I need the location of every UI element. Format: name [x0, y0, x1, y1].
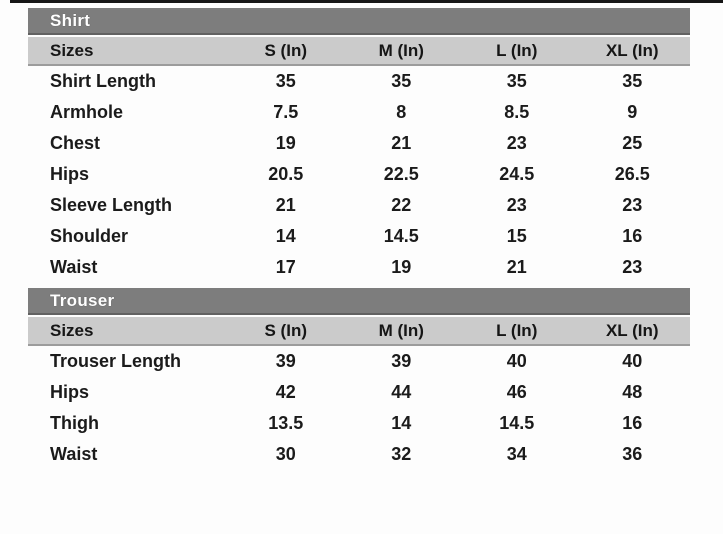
value-cell: 24.5 [499, 164, 535, 184]
value-cell: 34 [506, 444, 527, 464]
table-row-trouser-length: Trouser Length 39 39 40 40 [28, 346, 690, 377]
column-header-m: M (In) [378, 321, 424, 340]
table-row-chest: Chest 19 21 23 25 [28, 128, 690, 159]
shirt-section: Shirt Sizes S (In) M (In) L (In) XL (In)… [28, 8, 690, 283]
row-label: Armhole [50, 102, 124, 122]
value-cell: 23 [622, 257, 643, 277]
value-cell: 20.5 [268, 164, 304, 184]
value-cell: 35 [622, 71, 643, 91]
value-cell: 35 [391, 71, 412, 91]
column-header-xl: XL (In) [605, 41, 659, 60]
column-header-sizes: Sizes [50, 321, 94, 340]
table-row-shirt-hips: Hips 20.5 22.5 24.5 26.5 [28, 159, 690, 190]
top-border-line [10, 0, 723, 3]
table-row-trouser-hips: Hips 42 44 46 48 [28, 377, 690, 408]
value-cell: 16 [622, 413, 643, 433]
value-cell: 9 [627, 102, 638, 122]
table-row-shoulder: Shoulder 14 14.5 15 16 [28, 221, 690, 252]
value-cell: 25 [622, 133, 643, 153]
value-cell: 21 [506, 257, 527, 277]
shirt-section-header: Shirt [28, 8, 690, 35]
column-header-xl: XL (In) [605, 321, 659, 340]
column-header-s: S (In) [264, 41, 308, 60]
value-cell: 22 [391, 195, 412, 215]
column-header-l: L (In) [496, 321, 538, 340]
row-label: Hips [50, 382, 90, 402]
value-cell: 40 [622, 351, 643, 371]
trouser-section-title: Trouser [50, 291, 115, 310]
column-header-s: S (In) [264, 321, 308, 340]
value-cell: 44 [391, 382, 412, 402]
row-label: Trouser Length [50, 351, 182, 371]
value-cell: 13.5 [268, 413, 304, 433]
value-cell: 19 [391, 257, 412, 277]
value-cell: 35 [275, 71, 296, 91]
row-label: Waist [50, 257, 98, 277]
value-cell: 21 [275, 195, 296, 215]
value-cell: 8 [396, 102, 407, 122]
value-cell: 46 [506, 382, 527, 402]
table-row-shirt-length: Shirt Length 35 35 35 35 [28, 66, 690, 97]
shirt-column-header-row: Sizes S (In) M (In) L (In) XL (In) [28, 37, 690, 66]
value-cell: 32 [391, 444, 412, 464]
value-cell: 42 [275, 382, 296, 402]
row-label: Shoulder [50, 226, 129, 246]
value-cell: 14.5 [383, 226, 419, 246]
row-label: Sleeve Length [50, 195, 173, 215]
value-cell: 7.5 [273, 102, 299, 122]
trouser-section-header: Trouser [28, 288, 690, 315]
value-cell: 30 [275, 444, 296, 464]
value-cell: 35 [506, 71, 527, 91]
trouser-section: Trouser Sizes S (In) M (In) L (In) XL (I… [28, 288, 690, 470]
row-label: Hips [50, 164, 90, 184]
value-cell: 48 [622, 382, 643, 402]
table-row-armhole: Armhole 7.5 8 8.5 9 [28, 97, 690, 128]
value-cell: 23 [506, 195, 527, 215]
value-cell: 14.5 [499, 413, 535, 433]
trouser-column-header-row: Sizes S (In) M (In) L (In) XL (In) [28, 317, 690, 346]
shirt-section-title: Shirt [50, 11, 91, 30]
value-cell: 21 [391, 133, 412, 153]
row-label: Chest [50, 133, 101, 153]
value-cell: 39 [275, 351, 296, 371]
value-cell: 14 [275, 226, 296, 246]
row-label: Shirt Length [50, 71, 156, 91]
column-header-l: L (In) [496, 41, 538, 60]
value-cell: 8.5 [504, 102, 530, 122]
value-cell: 23 [506, 133, 527, 153]
table-row-sleeve-length: Sleeve Length 21 22 23 23 [28, 190, 690, 221]
value-cell: 36 [622, 444, 643, 464]
table-row-shirt-waist: Waist 17 19 21 23 [28, 252, 690, 283]
column-header-sizes: Sizes [50, 41, 94, 60]
value-cell: 23 [622, 195, 643, 215]
value-cell: 14 [391, 413, 412, 433]
column-header-m: M (In) [378, 41, 424, 60]
value-cell: 17 [275, 257, 296, 277]
row-label: Waist [50, 444, 98, 464]
table-row-trouser-waist: Waist 30 32 34 36 [28, 439, 690, 470]
value-cell: 26.5 [614, 164, 650, 184]
value-cell: 19 [275, 133, 296, 153]
value-cell: 39 [391, 351, 412, 371]
value-cell: 40 [506, 351, 527, 371]
table-row-thigh: Thigh 13.5 14 14.5 16 [28, 408, 690, 439]
value-cell: 15 [506, 226, 527, 246]
row-label: Thigh [50, 413, 99, 433]
size-chart: Shirt Sizes S (In) M (In) L (In) XL (In)… [28, 8, 690, 470]
value-cell: 22.5 [383, 164, 419, 184]
value-cell: 16 [622, 226, 643, 246]
